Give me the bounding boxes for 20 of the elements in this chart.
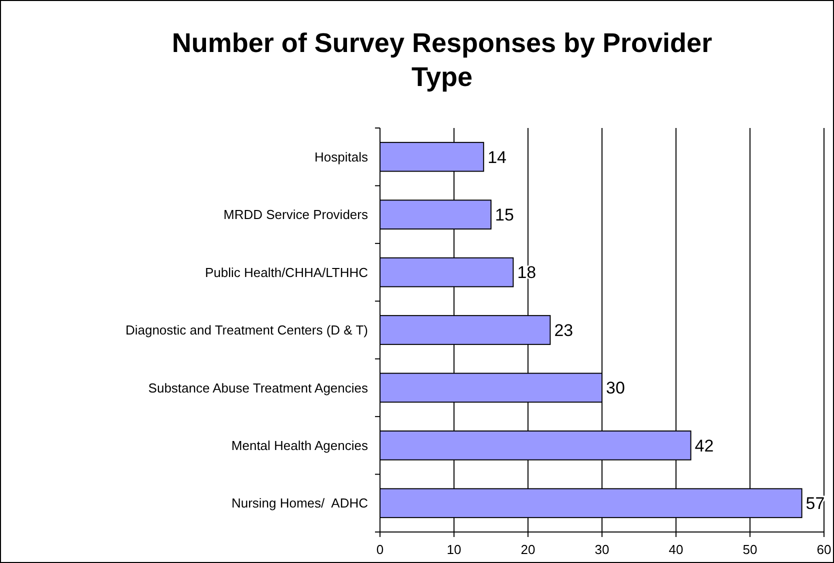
data-label: 15	[495, 206, 514, 225]
y-tick-label: Substance Abuse Treatment Agencies	[148, 380, 368, 396]
y-tick-label: MRDD Service Providers	[224, 207, 368, 222]
y-tick-label: Mental Health Agencies	[231, 438, 368, 453]
y-tick-label: Hospitals	[314, 149, 368, 164]
data-label: 23	[554, 320, 574, 340]
y-tick-label: Diagnostic and Treatment Centers (D & T)	[125, 322, 368, 338]
data-label: 30	[606, 378, 625, 398]
y-tick-label: Public Health/CHHA/LTHHC	[204, 264, 368, 280]
x-tick-label: 10	[446, 542, 462, 557]
y-tick-label: Nursing Homes/ ADHC	[231, 496, 368, 511]
x-tick-label: 0	[376, 542, 384, 557]
x-tick-label: 60	[816, 542, 832, 557]
data-label: 42	[694, 436, 714, 456]
x-tick-label: 40	[668, 542, 684, 557]
data-label: 14	[488, 148, 507, 167]
x-tick-label: 50	[742, 542, 758, 557]
chart-title: Number of Survey Responses by Provider Type	[172, 28, 713, 92]
x-tick-label: 20	[520, 542, 536, 557]
x-tick-label: 30	[594, 542, 610, 557]
